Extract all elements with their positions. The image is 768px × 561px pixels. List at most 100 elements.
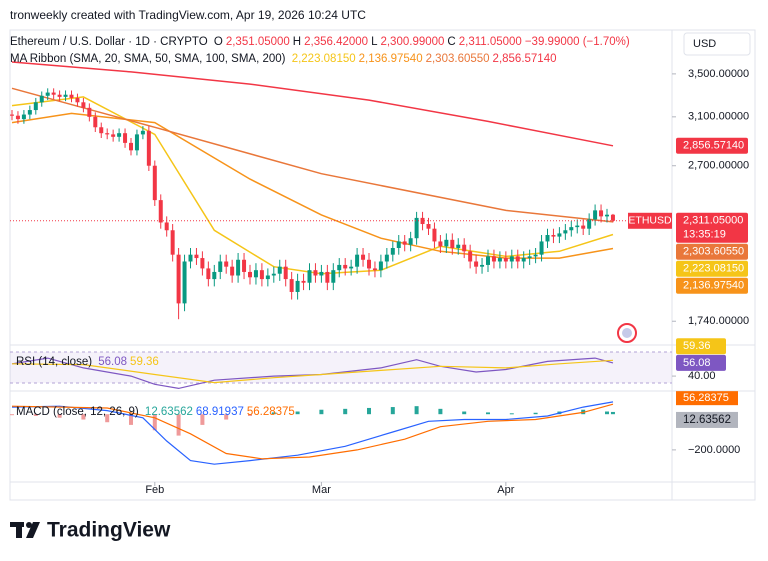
price-tag <box>676 243 748 260</box>
price-tag-text: 2,856.57140 <box>683 140 744 152</box>
candle-body <box>402 241 407 245</box>
macd-histogram-bar <box>414 406 419 415</box>
macd-histogram-bar <box>224 414 229 420</box>
x-tick-label: Mar <box>312 484 331 496</box>
candle-body <box>474 261 479 267</box>
candle-body <box>432 228 437 242</box>
macd-histogram-bar <box>57 414 62 418</box>
macd-histogram-bar <box>319 409 324 415</box>
ohlc-value: 2,356.42000 <box>304 36 369 48</box>
macd-histogram-bar <box>248 414 252 416</box>
candle-body <box>51 92 56 95</box>
candle-body <box>27 110 32 115</box>
candle-body <box>117 133 122 137</box>
candle-body <box>277 266 282 274</box>
event-icon-core <box>622 328 632 338</box>
x-tick-label: Feb <box>145 484 164 496</box>
candle-body <box>563 230 568 234</box>
candle-body <box>15 115 20 120</box>
change: −39.99000 (−1.70%) <box>524 36 630 48</box>
candle-body <box>515 256 520 262</box>
price-tag <box>676 212 748 243</box>
ohlc-value: 2,300.99000 <box>380 36 445 48</box>
price-tag <box>676 260 748 277</box>
candle-body <box>301 280 306 283</box>
candle-body <box>33 102 38 111</box>
candle-body <box>372 268 377 271</box>
price-tag <box>676 277 748 294</box>
candle-body <box>39 95 44 103</box>
price-tag <box>676 137 748 154</box>
macd-histogram-bar <box>343 408 348 415</box>
candle-body <box>242 259 247 272</box>
candle-body <box>134 134 139 151</box>
candle-body <box>158 200 163 223</box>
y-tick-label: 40.00 <box>688 370 716 382</box>
logo <box>10 522 40 538</box>
macd-histogram-bar <box>176 414 181 436</box>
logo-part <box>26 522 32 528</box>
ma-line <box>11 87 614 223</box>
candle-body <box>331 270 336 283</box>
rsi-title: RSI (14, close) <box>16 356 93 368</box>
candle-body <box>456 244 461 248</box>
macd-hist-value: 12.63562 <box>144 406 193 418</box>
candle-body <box>384 254 389 262</box>
candle-body <box>105 133 110 135</box>
ma-value: 2,136.97540 <box>358 53 423 65</box>
macd-histogram-bar <box>129 414 133 425</box>
candle-body <box>367 259 371 269</box>
candle-body <box>307 270 312 283</box>
candle-body <box>408 238 413 245</box>
macd-histogram-bar <box>295 411 300 415</box>
candle-body <box>545 235 550 242</box>
rsi-tag <box>676 354 726 371</box>
candle-body <box>313 270 318 276</box>
rsi-tag-text: 59.36 <box>683 340 711 352</box>
macd-title: MACD (close, 12, 26, 9) <box>16 406 139 418</box>
candle-body <box>444 239 449 247</box>
candle-body <box>497 258 502 262</box>
candle-body <box>491 256 496 262</box>
ohlc-value: 2,351.05000 <box>225 36 290 48</box>
candle-body <box>218 261 223 272</box>
candle-body <box>224 261 229 267</box>
ohlc-key: O <box>213 36 223 48</box>
candle-body <box>438 241 443 247</box>
macd-tag <box>676 411 738 428</box>
candle-body <box>45 92 50 96</box>
candle-body <box>182 261 187 304</box>
ma-value: 2,303.60550 <box>425 53 490 65</box>
macd-legend: MACD (close, 12, 26, 9) 12.63562 68.91937… <box>16 406 298 418</box>
candle-body <box>349 266 354 269</box>
candle-body <box>414 217 419 239</box>
candle-body <box>587 219 592 229</box>
y-tick-label: 3,500.00000 <box>688 68 749 80</box>
price-tag-text: 2,303.60550 <box>683 246 744 258</box>
candle-body <box>265 275 270 280</box>
candle-body <box>569 227 574 231</box>
candle-body <box>81 102 86 108</box>
candle-body <box>99 127 104 134</box>
candle-body <box>236 259 241 276</box>
candle-body <box>140 130 145 135</box>
candle-body <box>21 114 26 120</box>
macd-histogram-bar <box>152 414 157 431</box>
candle-body <box>509 256 514 262</box>
rsi-line <box>11 359 614 384</box>
macd-histogram-bar <box>462 411 467 415</box>
candle-body <box>581 225 586 229</box>
rsi-tag-text: 56.08 <box>683 357 711 369</box>
candle-body <box>355 254 360 267</box>
candle-body <box>129 142 133 151</box>
macd-histogram-bar <box>367 407 371 415</box>
candle-body <box>420 217 425 225</box>
y-tick-label: 2,700.00000 <box>688 160 749 172</box>
macd-histogram-bar <box>200 414 205 425</box>
candle-body <box>111 134 116 137</box>
currency-button[interactable] <box>683 32 751 56</box>
macd-histogram-bar <box>81 414 86 420</box>
ma-value: 2,856.57140 <box>492 53 557 65</box>
candle-body <box>450 239 455 248</box>
